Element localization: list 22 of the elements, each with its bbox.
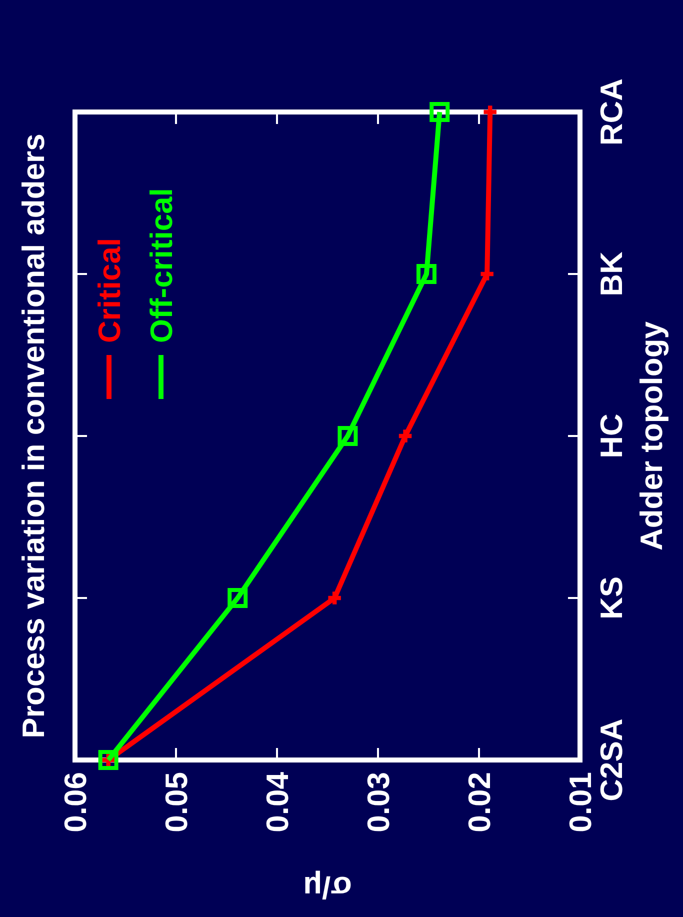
point	[416, 264, 436, 284]
x-tick-label: 0.02	[462, 772, 497, 832]
point	[98, 750, 118, 770]
x-axis-title: σ/μ	[303, 870, 352, 905]
text: Process variation in conventional adders	[16, 134, 51, 738]
point	[338, 426, 358, 446]
x-tick-label: 0.05	[158, 772, 194, 832]
x-tick-label: 0.06	[58, 772, 93, 832]
point	[480, 268, 494, 280]
text: Critical	[92, 238, 127, 343]
y-tick-label: BK	[594, 251, 629, 296]
point	[398, 430, 412, 442]
y-tick-label: RCA	[594, 78, 629, 146]
x-tick-label: 0.03	[360, 772, 396, 832]
y-axis-title: Adder topology	[634, 320, 669, 551]
point	[328, 592, 341, 604]
point	[430, 102, 450, 122]
y-tick-label: HC	[594, 414, 629, 458]
y-tick-label: KS	[594, 576, 629, 620]
text: Off-critical	[144, 188, 179, 343]
x-tick-label: 0.04	[260, 771, 295, 832]
point	[228, 588, 248, 608]
